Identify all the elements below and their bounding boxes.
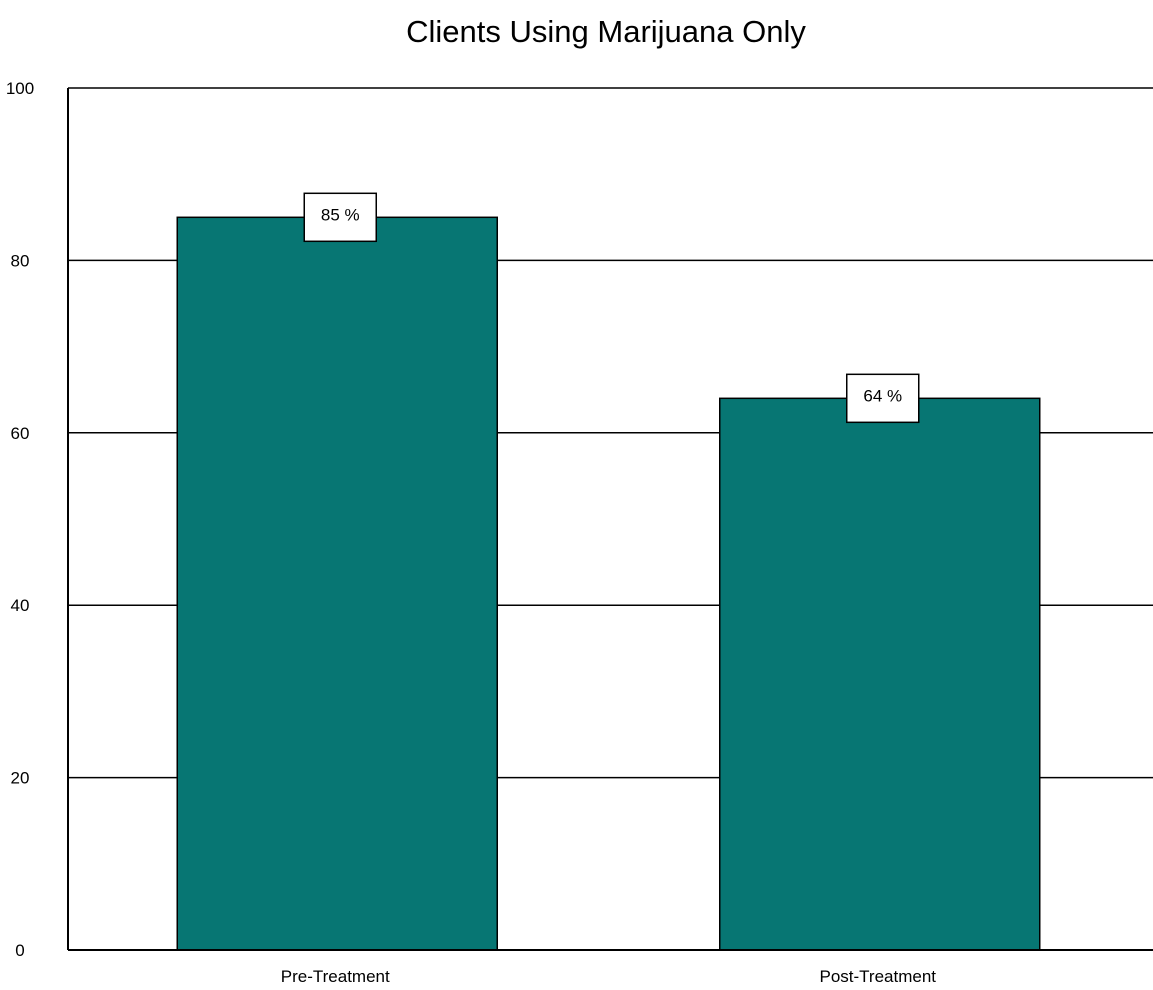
chart-title: Clients Using Marijuana Only: [406, 14, 806, 49]
y-tick-label: 0: [15, 941, 24, 960]
y-tick-label: 40: [11, 596, 30, 615]
data-label-text: 85 %: [321, 205, 360, 224]
y-tick-label: 20: [11, 769, 30, 788]
data-label: 85 %: [303, 192, 377, 243]
bar-post-treatment: [719, 397, 1041, 951]
y-tick-label: 60: [11, 424, 30, 443]
axes: [67, 88, 1153, 951]
data-label-box: [846, 373, 920, 424]
data-label-box: [303, 192, 377, 243]
x-axis-labels: Pre-Treatment Post-Treatment: [281, 967, 937, 986]
y-tick-label: 80: [11, 251, 30, 270]
y-axis-ticks: 0 20 40 60 80 100: [6, 79, 34, 960]
bars: [176, 216, 1041, 951]
y-tick-label: 100: [6, 79, 34, 98]
data-labels: 85 % 64 %: [303, 192, 920, 424]
bar-pre-treatment: [176, 216, 498, 951]
data-label: 64 %: [846, 373, 920, 424]
x-category-label: Pre-Treatment: [281, 967, 390, 986]
x-category-label: Post-Treatment: [819, 967, 936, 986]
data-label-text: 64 %: [863, 386, 902, 405]
